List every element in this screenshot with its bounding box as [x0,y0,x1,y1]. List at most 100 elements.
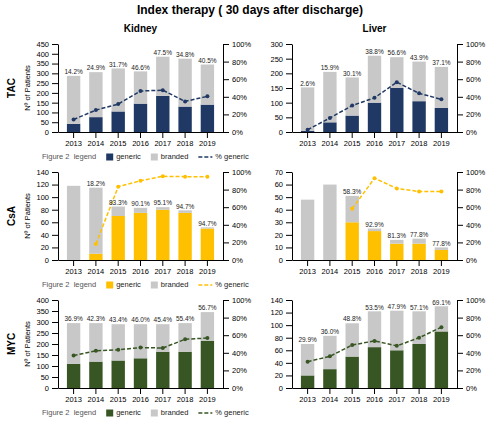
tick: 40 [41,231,58,240]
data-label: 95.1% [154,199,173,206]
marker [350,343,354,347]
marker [306,128,310,132]
tick-mark [419,388,420,394]
tick: 40% [223,349,247,358]
tick-mark [95,260,96,266]
tick-mark [52,54,58,55]
data-label: 47.5% [154,49,173,56]
tick-label: 2013 [299,267,316,276]
tick-mark [52,185,58,186]
tick: 250 [36,329,58,338]
tick-mark [223,370,229,371]
tick-mark [286,300,292,301]
tick-mark [329,260,330,266]
tick-mark [457,79,463,80]
tick-mark [52,247,58,248]
tick-mark [286,132,292,133]
panel: 58.3%92.9%81.3%77.8%77.8%201320142015201… [275,168,486,276]
bar [346,77,359,115]
legend-label: % generic [215,408,249,417]
legend-caption: Figure 2 legend [42,280,96,289]
tick-label: 70 [275,168,283,177]
tick: 60% [223,331,247,340]
title: Index therapy ( 30 days after discharge) [137,3,363,17]
tick: 100% [223,40,252,49]
tick: 20% [457,238,481,247]
tick-mark [286,350,292,351]
tick-label: 100% [466,40,486,49]
legend: Figure 2 legendgenericbranded% generic [42,280,249,289]
tick: 2015 [344,132,361,148]
row-label: CsA [6,206,17,226]
bar [368,347,381,388]
data-label: 24.9% [87,64,106,71]
marker [116,102,120,106]
tick-label: 60% [232,203,247,212]
tick-mark [52,93,58,94]
bar [201,341,214,388]
tick: 2019 [199,388,216,404]
tick-label: 40% [232,221,247,230]
tick-label: 60% [466,75,481,84]
tick-label: 2014 [88,139,105,148]
bar [323,122,336,132]
data-label: 18.2% [87,180,106,187]
tick-mark [118,388,119,394]
tick: 2017 [154,260,171,276]
tick-mark [457,318,463,319]
axis-line [223,301,224,389]
axis-line [457,173,458,261]
tick: 2014 [88,388,105,404]
bar [412,101,425,132]
data-label: 55.4% [176,315,195,322]
data-label: 77.8% [432,240,451,247]
tick-mark [457,370,463,371]
tick-label: 0 [45,256,49,265]
tick-label: 40 [41,231,49,240]
bar [156,207,169,210]
tick: 40% [457,93,481,102]
data-label: 46.0% [131,316,150,323]
tick-label: 250 [36,79,49,88]
y-axis: 050100150200250300 [270,40,292,137]
axis-line [58,45,59,133]
tick: 120 [36,180,58,189]
tick-mark [374,132,375,138]
bar [412,239,425,244]
tick-label: 60% [232,331,247,340]
legend-swatch [151,410,158,417]
marker [94,108,98,112]
tick: 2015 [110,388,127,404]
x-axis: 2013201420152016201720182019 [293,260,458,276]
legend-label: branded [161,408,189,417]
tick: 20% [457,366,481,375]
line [308,82,442,130]
row-label: TAC [6,78,17,98]
tick-label: 60 [41,218,49,227]
marker [161,346,165,350]
tick-mark [396,260,397,266]
tick: 40 [275,359,292,368]
tick-label: 100% [232,40,252,49]
data-label: 14.2% [64,68,83,75]
tick-mark [52,355,58,356]
x-axis: 2013201420152016201720182019 [59,388,224,404]
bar [435,108,448,132]
tick: 40% [457,221,481,230]
bar [201,227,214,228]
tick: 60 [41,218,58,227]
tick-mark [223,132,229,133]
tick-label: 10 [275,243,283,252]
y2-axis: 0%20%40%60%80%100% [223,40,252,137]
tick: 400 [36,296,58,305]
tick-label: 2015 [344,267,361,276]
tick-label: 100% [466,168,486,177]
tick-mark [329,388,330,394]
tick-mark [223,62,229,63]
tick: 0 [279,384,292,393]
panel: 36.9%42.3%43.4%46.0%45.4%55.4%56.7%20132… [6,296,252,417]
tick: 2013 [65,260,82,276]
tick: 20 [275,231,292,240]
tick: 2018 [411,260,428,276]
data-label: 48.8% [343,315,362,322]
